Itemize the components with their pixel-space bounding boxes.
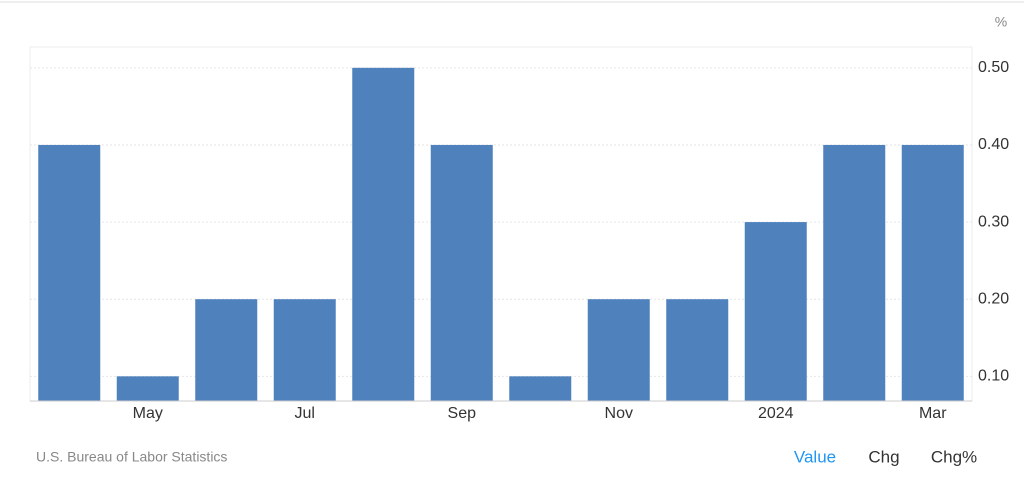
bar — [587, 299, 650, 401]
bar — [38, 144, 101, 402]
source: U.S. Bureau of Labor Statistics — [36, 449, 227, 465]
x-tick-label: Nov — [605, 405, 633, 422]
x-tick-label: May — [133, 405, 163, 422]
bar — [509, 376, 572, 401]
x-tick-label: 2024 — [758, 405, 794, 422]
y-tick-label: 0.50 — [978, 59, 1009, 76]
unit-label: % — [995, 14, 1007, 30]
y-tick-label: 0.10 — [978, 368, 1009, 385]
tab[interactable]: Value — [794, 447, 836, 466]
bar — [901, 144, 964, 402]
bar — [666, 299, 729, 401]
y-tick-label: 0.40 — [978, 136, 1009, 153]
bar — [273, 299, 336, 401]
x-tick-label: Mar — [919, 405, 947, 422]
tab[interactable]: Chg% — [931, 447, 977, 466]
y-tick-label: 0.20 — [978, 290, 1009, 307]
x-tick-label: Sep — [448, 405, 477, 422]
bar — [195, 299, 258, 401]
y-tick-label: 0.30 — [978, 213, 1009, 230]
x-tick-label: Jul — [295, 405, 315, 422]
bar — [352, 67, 415, 401]
bar — [823, 144, 886, 402]
bar — [744, 222, 807, 401]
tab[interactable]: Chg — [868, 447, 899, 466]
bar — [116, 376, 179, 401]
bar — [430, 144, 493, 402]
